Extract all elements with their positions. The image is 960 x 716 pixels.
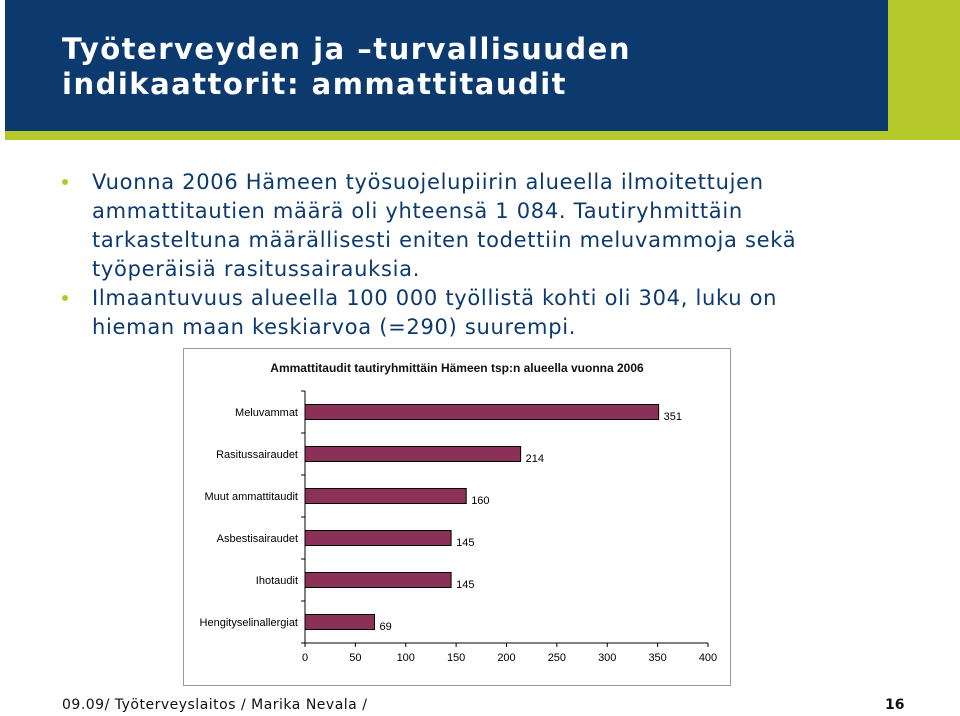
bar <box>304 572 452 588</box>
data-label: 351 <box>664 411 682 423</box>
x-tick-label: 0 <box>302 652 308 664</box>
chart-title: Ammattitaudit tautiryhmittäin Hämeen tsp… <box>270 361 644 375</box>
slide-header <box>5 0 888 131</box>
x-tick-label: 50 <box>349 652 361 664</box>
slide-title-line: Työterveyden ja –turvallisuuden <box>62 32 631 66</box>
data-label: 160 <box>471 495 489 507</box>
bullet-line: hieman maan keskiarvoa (=290) suurempi. <box>92 315 577 339</box>
chart-container: Ammattitaudit tautiryhmittäin Hämeen tsp… <box>183 348 731 686</box>
data-label: 145 <box>456 537 474 549</box>
bar <box>304 614 376 630</box>
footer-text: 09.09/ Työterveyslaitos / Marika Nevala … <box>62 697 368 713</box>
bullet-dot-icon <box>62 179 68 185</box>
bullet-line: työperäisiä rasitussairauksia. <box>92 257 421 281</box>
x-tick-label: 300 <box>598 652 616 664</box>
category-label: Hengityselinallergiat <box>200 617 298 629</box>
x-tick-label: 100 <box>397 652 415 664</box>
category-label: Meluvammat <box>235 407 298 419</box>
bar <box>304 446 522 462</box>
slide-title-line: indikaattorit: ammattitaudit <box>62 67 568 101</box>
data-label: 145 <box>456 579 474 591</box>
category-label: Rasitussairaudet <box>216 449 298 461</box>
bullet-list: Vuonna 2006 Hämeen työsuojelupiirin alue… <box>62 168 862 342</box>
header-accent-strip <box>5 131 960 140</box>
x-tick-label: 250 <box>548 652 566 664</box>
bullet-line: ammattitautien määrä oli yhteensä 1 084.… <box>92 199 743 223</box>
x-tick-label: 150 <box>447 652 465 664</box>
data-label: 69 <box>380 621 392 633</box>
bar <box>304 530 452 546</box>
bullet-dot-icon <box>62 295 68 301</box>
category-label: Muut ammattitaudit <box>204 491 298 503</box>
bar-chart: 0 50 100 150 200 250 300 350 400 Meluvammat 351 Ras… <box>200 390 717 664</box>
x-tick-label: 350 <box>648 652 666 664</box>
bullet-line: Vuonna 2006 Hämeen työsuojelupiirin alue… <box>92 170 764 194</box>
category-label: Ihotaudit <box>256 575 298 587</box>
data-label: 214 <box>526 453 544 465</box>
bullet-item: Ilmaantuvuus alueella 100 000 työllistä … <box>62 284 862 342</box>
bar <box>304 488 467 504</box>
bullet-line: Ilmaantuvuus alueella 100 000 työllistä … <box>92 286 778 310</box>
bar <box>304 404 660 420</box>
x-tick-label: 200 <box>497 652 515 664</box>
page-number: 16 <box>885 697 905 713</box>
bullet-item: Vuonna 2006 Hämeen työsuojelupiirin alue… <box>62 168 862 284</box>
slide-title: Työterveyden ja –turvallisuuden indikaat… <box>62 32 862 102</box>
header-accent-band <box>888 0 960 140</box>
category-label: Asbestisairaudet <box>217 533 298 545</box>
x-tick-label: 400 <box>699 652 717 664</box>
bullet-line: tarkasteltuna määrällisesti eniten todet… <box>92 228 797 252</box>
